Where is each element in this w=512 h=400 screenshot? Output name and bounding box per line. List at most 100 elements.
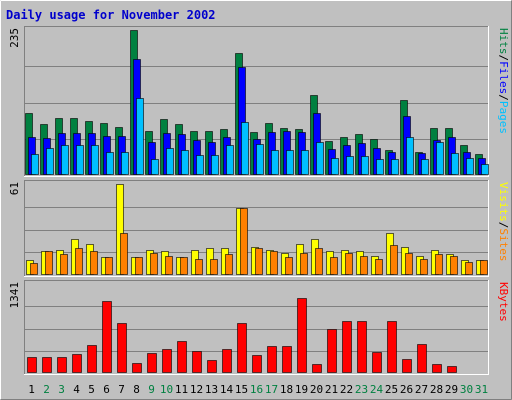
bar-visits-sites-day-24 — [375, 259, 383, 275]
bar-hits-pages-day-25 — [391, 159, 399, 175]
day-label-20: 20 — [310, 383, 323, 396]
bar-hits-pages-day-23 — [361, 156, 369, 175]
bar-kbytes-kbytes-day-16 — [252, 355, 262, 373]
bar-hits-pages-day-20 — [316, 142, 324, 175]
bar-hits-pages-day-15 — [241, 122, 249, 175]
day-label-2: 2 — [43, 383, 50, 396]
bar-kbytes-kbytes-day-20 — [312, 364, 322, 373]
day-label-7: 7 — [118, 383, 125, 396]
day-label-30: 30 — [460, 383, 473, 396]
bar-kbytes-kbytes-day-23 — [357, 321, 367, 373]
bar-visits-sites-day-29 — [450, 256, 458, 275]
day-label-18: 18 — [280, 383, 293, 396]
legend-item-visits-2: Sites — [497, 228, 510, 261]
bar-kbytes-kbytes-day-19 — [297, 298, 307, 373]
y-max-label-hits: 235 — [8, 28, 21, 48]
bar-kbytes-kbytes-day-26 — [402, 359, 412, 373]
bar-kbytes-kbytes-day-5 — [87, 345, 97, 373]
bar-kbytes-kbytes-day-18 — [282, 346, 292, 373]
day-label-16: 16 — [250, 383, 263, 396]
bar-hits-pages-day-4 — [76, 145, 84, 175]
bar-visits-sites-day-15 — [240, 208, 248, 275]
day-label-27: 27 — [415, 383, 428, 396]
bar-visits-sites-day-26 — [405, 253, 413, 275]
bar-visits-sites-day-21 — [330, 257, 338, 275]
legend-item-visits-0: Visits — [497, 182, 510, 222]
bar-visits-sites-day-6 — [105, 257, 113, 275]
bar-hits-pages-day-2 — [46, 148, 54, 175]
bar-visits-sites-day-10 — [165, 256, 173, 275]
y-max-label-kbytes: 1341 — [8, 282, 21, 309]
bar-hits-pages-day-11 — [181, 150, 189, 175]
bar-visits-sites-day-1 — [30, 263, 38, 275]
day-label-14: 14 — [220, 383, 234, 396]
bar-hits-pages-day-19 — [301, 150, 309, 175]
bar-visits-sites-day-22 — [345, 253, 353, 275]
bar-kbytes-kbytes-day-28 — [432, 364, 442, 373]
bar-kbytes-kbytes-day-3 — [57, 357, 67, 373]
bar-kbytes-kbytes-day-11 — [177, 341, 187, 373]
legend-item-kbytes-0: KBytes — [497, 282, 510, 322]
panel-hits: 235 Hits/Files/Pages — [8, 26, 510, 177]
panel-visits: 61 Visits/Sites — [8, 180, 510, 277]
bar-kbytes-kbytes-day-1 — [27, 357, 37, 373]
day-label-9: 9 — [148, 383, 155, 396]
bar-visits-sites-day-16 — [255, 248, 263, 275]
bar-kbytes-kbytes-day-9 — [147, 353, 157, 373]
bar-kbytes-kbytes-day-6 — [102, 301, 112, 373]
bar-kbytes-kbytes-day-29 — [447, 366, 457, 373]
bar-hits-pages-day-13 — [211, 155, 219, 175]
bar-kbytes-kbytes-day-24 — [372, 352, 382, 373]
bar-kbytes-kbytes-day-25 — [387, 321, 397, 373]
bar-visits-sites-day-28 — [435, 254, 443, 275]
legend-visits: Visits/Sites — [497, 182, 510, 262]
bar-kbytes-kbytes-day-7 — [117, 323, 127, 373]
bar-visits-sites-day-14 — [225, 254, 233, 275]
bar-hits-pages-day-5 — [91, 145, 99, 175]
day-label-11: 11 — [175, 383, 188, 396]
bar-hits-pages-day-28 — [436, 142, 444, 175]
bar-kbytes-kbytes-day-13 — [207, 360, 217, 373]
bar-kbytes-kbytes-day-15 — [237, 323, 247, 373]
bar-visits-sites-day-11 — [180, 257, 188, 275]
day-label-25: 25 — [385, 383, 398, 396]
bar-hits-pages-day-29 — [451, 153, 459, 175]
bar-kbytes-kbytes-day-17 — [267, 346, 277, 373]
legend-item-visits-1: / — [497, 222, 510, 229]
bar-kbytes-kbytes-day-27 — [417, 344, 427, 373]
bar-visits-sites-day-25 — [390, 245, 398, 275]
bar-hits-pages-day-18 — [286, 150, 294, 175]
chart-title: Daily usage for November 2002 — [6, 8, 216, 22]
day-label-29: 29 — [445, 383, 458, 396]
panel-kbytes: 1341 KBytes — [8, 280, 510, 375]
bar-visits-sites-day-7 — [120, 233, 128, 275]
bar-kbytes-kbytes-day-4 — [72, 354, 82, 373]
bar-kbytes-kbytes-day-21 — [327, 329, 337, 373]
bar-visits-sites-day-3 — [60, 254, 68, 275]
bar-hits-pages-day-16 — [256, 144, 264, 175]
day-label-19: 19 — [295, 383, 308, 396]
bar-visits-sites-day-8 — [135, 257, 143, 275]
day-label-24: 24 — [370, 383, 384, 396]
legend-item-hits-0: Hits — [497, 28, 510, 55]
bar-visits-sites-day-19 — [300, 253, 308, 275]
day-label-23: 23 — [355, 383, 368, 396]
bar-hits-pages-day-17 — [271, 150, 279, 175]
bar-visits-sites-day-17 — [270, 251, 278, 275]
bar-hits-pages-day-3 — [61, 145, 69, 175]
legend-item-hits-2: Files — [497, 61, 510, 94]
day-label-8: 8 — [133, 383, 140, 396]
legend-kbytes: KBytes — [497, 282, 510, 322]
bar-hits-pages-day-9 — [151, 159, 159, 175]
bar-visits-sites-day-5 — [90, 251, 98, 275]
day-label-1: 1 — [28, 383, 35, 396]
day-label-26: 26 — [400, 383, 413, 396]
bar-visits-sites-day-27 — [420, 259, 428, 275]
day-label-17: 17 — [265, 383, 278, 396]
bar-visits-sites-day-13 — [210, 259, 218, 275]
legend-item-hits-3: / — [497, 94, 510, 101]
bar-visits-sites-day-20 — [315, 248, 323, 275]
bar-kbytes-kbytes-day-14 — [222, 349, 232, 373]
